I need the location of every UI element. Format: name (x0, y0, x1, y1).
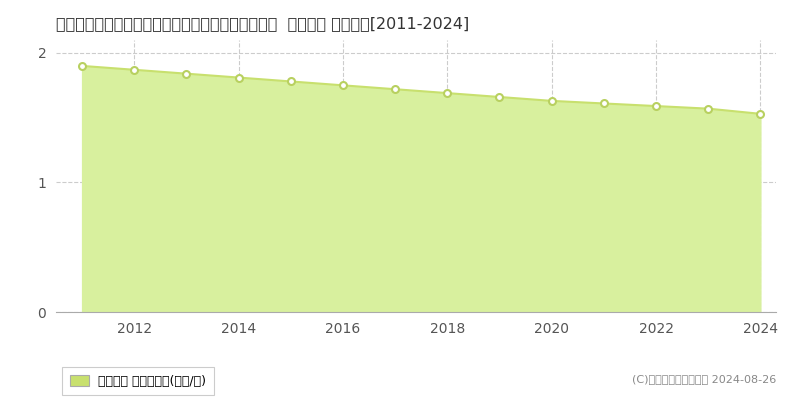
Text: (C)土地価格ドットコム 2024-08-26: (C)土地価格ドットコム 2024-08-26 (632, 374, 776, 384)
Legend: 地価公示 平均坪単価(万円/坪): 地価公示 平均坪単価(万円/坪) (62, 367, 214, 395)
Text: 新潟県上越市大潟区高橋新田字南舟入１６６番１外  地価公示 地価推移[2011-2024]: 新潟県上越市大潟区高橋新田字南舟入１６６番１外 地価公示 地価推移[2011-2… (56, 16, 470, 31)
